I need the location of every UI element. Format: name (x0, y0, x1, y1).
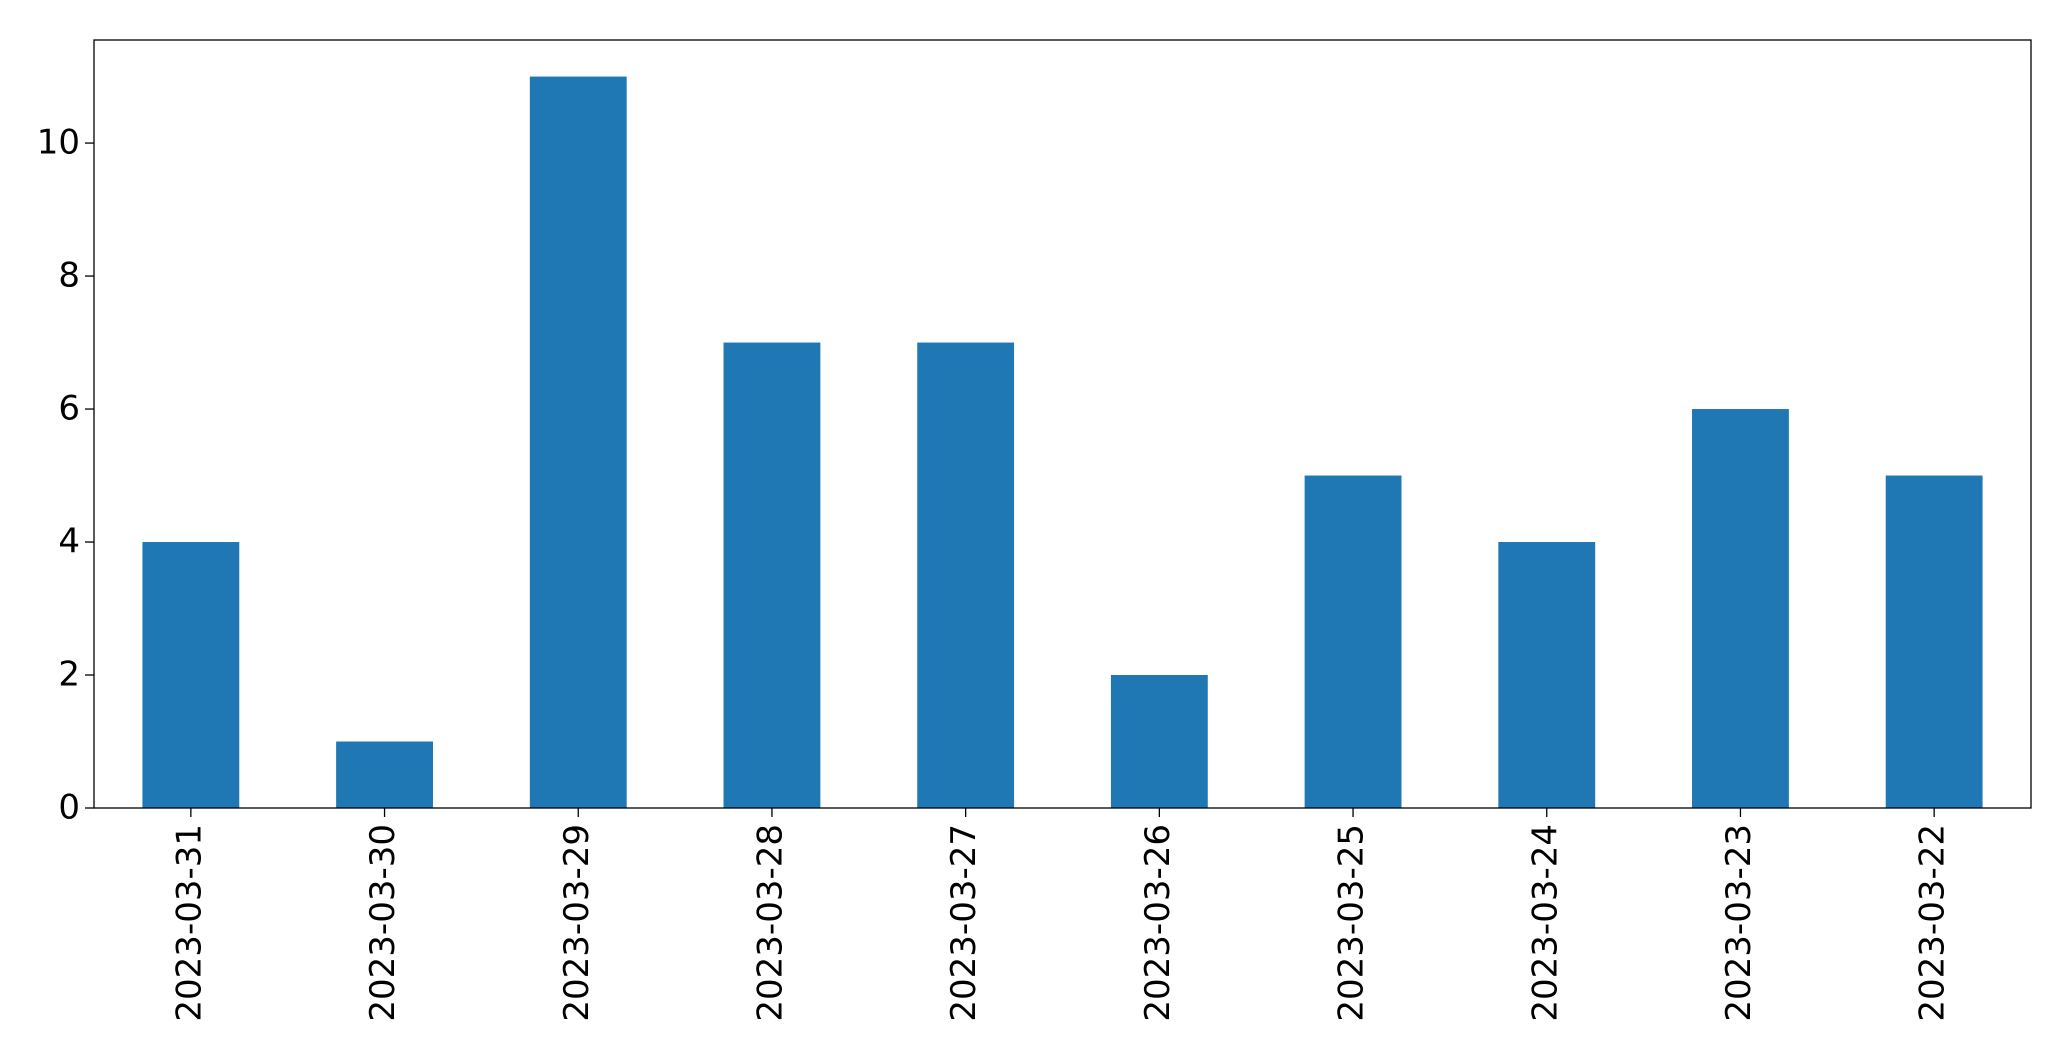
y-tick-label: 4 (58, 522, 80, 562)
bar (1304, 475, 1402, 808)
x-tick-label: 2023-03-31 (169, 824, 209, 1022)
bar (723, 342, 821, 808)
x-tick-label: 2023-03-29 (557, 824, 597, 1022)
x-tick-label: 2023-03-25 (1332, 824, 1372, 1022)
bar (142, 542, 240, 808)
x-tick-label: 2023-03-22 (1913, 824, 1953, 1022)
bar (1110, 675, 1208, 808)
bar (529, 76, 627, 809)
x-tick-label: 2023-03-23 (1719, 824, 1759, 1022)
bar (917, 342, 1015, 808)
plot-frame (93, 39, 2032, 809)
y-tick-label: 10 (37, 123, 80, 163)
bar (336, 741, 433, 808)
x-tick-label: 2023-03-24 (1525, 824, 1565, 1022)
x-tick-label: 2023-03-27 (944, 824, 984, 1022)
y-tick-label: 6 (58, 389, 80, 429)
bar (1885, 475, 1983, 808)
y-tick-label: 8 (58, 256, 80, 296)
x-tick-label: 2023-03-30 (363, 824, 403, 1022)
x-tick-label: 2023-03-26 (1138, 824, 1178, 1022)
bar (1498, 542, 1596, 808)
x-tick-label: 2023-03-28 (750, 824, 790, 1022)
y-tick-label: 0 (58, 788, 80, 828)
bar (1692, 409, 1789, 808)
y-tick-label: 2 (58, 655, 80, 695)
